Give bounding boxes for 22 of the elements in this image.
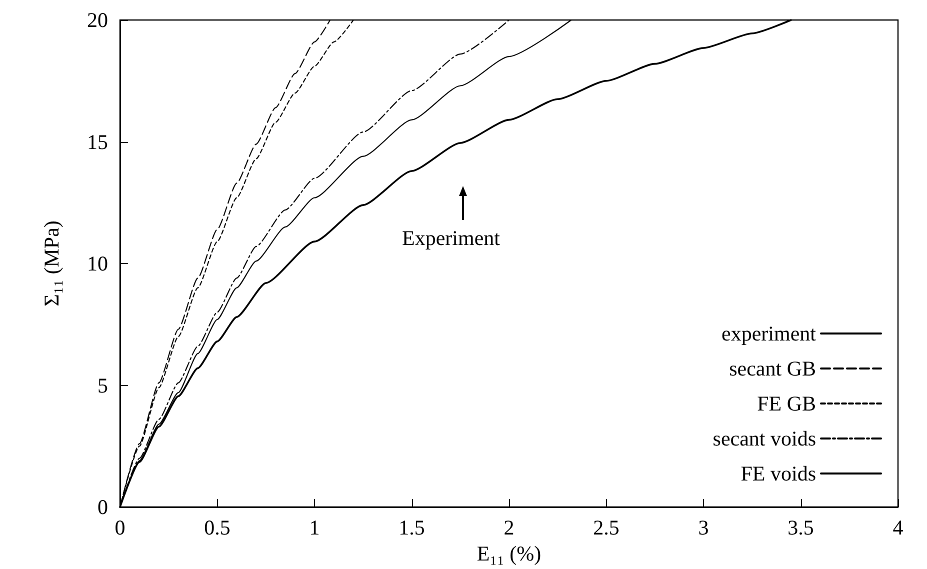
y-tick-label: 20 — [87, 8, 108, 32]
y-tick-label: 15 — [87, 130, 108, 154]
x-tick-label: 0.5 — [204, 516, 230, 540]
x-tick-label: 3.5 — [788, 516, 814, 540]
x-tick-label: 1 — [309, 516, 320, 540]
y-axis-title: Σ₁₁ (MPa) — [40, 220, 64, 306]
x-tick-label: 4 — [892, 516, 904, 540]
y-tick-label: 10 — [87, 252, 108, 276]
legend-label: experiment — [722, 322, 816, 346]
x-tick-label: 1.5 — [398, 516, 425, 540]
x-axis-title: E₁₁ (%) — [476, 542, 542, 566]
legend-label: FE GB — [757, 392, 816, 416]
y-tick-label: 5 — [98, 373, 108, 398]
legend-label: FE voids — [740, 462, 816, 486]
x-tick-label: 2 — [504, 516, 514, 540]
x-tick-label: 2.5 — [593, 516, 620, 540]
annotation: Experiment — [402, 226, 500, 250]
x-tick-label: 0 — [114, 516, 126, 540]
legend-label: secant GB — [729, 356, 816, 380]
x-tick-label: 3 — [698, 516, 709, 540]
y-tick-label: 0 — [98, 495, 108, 519]
legend-label: secant voids — [712, 426, 816, 450]
